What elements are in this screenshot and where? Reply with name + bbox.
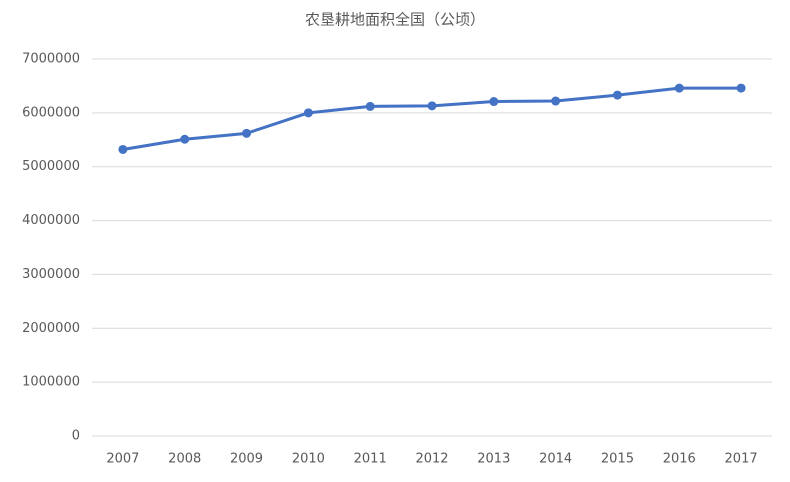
x-tick-label: 2010 (292, 452, 325, 467)
y-tick-label: 3000000 (22, 267, 80, 282)
x-tick-label: 2009 (230, 452, 263, 467)
point (427, 101, 437, 111)
point (674, 83, 684, 93)
y-tick-label: 0 (72, 429, 80, 444)
point (303, 108, 313, 118)
x-tick-label: 2008 (168, 452, 201, 467)
y-tick-label: 5000000 (22, 159, 80, 174)
point (180, 134, 190, 144)
x-tick-label: 2017 (725, 452, 758, 467)
x-tick-label: 2016 (663, 452, 696, 467)
y-tick-label: 2000000 (22, 321, 80, 336)
point (551, 96, 561, 106)
line (122, 86, 742, 151)
y-tick-label: 6000000 (22, 105, 80, 120)
point (736, 83, 746, 93)
x-tick-label: 2013 (477, 452, 510, 467)
x-tick-label: 2011 (354, 452, 387, 467)
y-tick-label: 4000000 (22, 213, 80, 228)
point (118, 144, 128, 154)
x-tick-label: 2007 (106, 452, 139, 467)
point (242, 128, 252, 138)
point (612, 90, 622, 100)
point (365, 101, 375, 111)
chart-title: 农垦耕地面积全国（公顷） (305, 11, 485, 29)
point (489, 97, 499, 107)
x-tick-label: 2012 (415, 452, 448, 467)
y-tick-label: 1000000 (22, 375, 80, 390)
x-tick-label: 2014 (539, 452, 572, 467)
x-tick-label: 2015 (601, 452, 634, 467)
y-tick-label: 7000000 (22, 52, 80, 67)
